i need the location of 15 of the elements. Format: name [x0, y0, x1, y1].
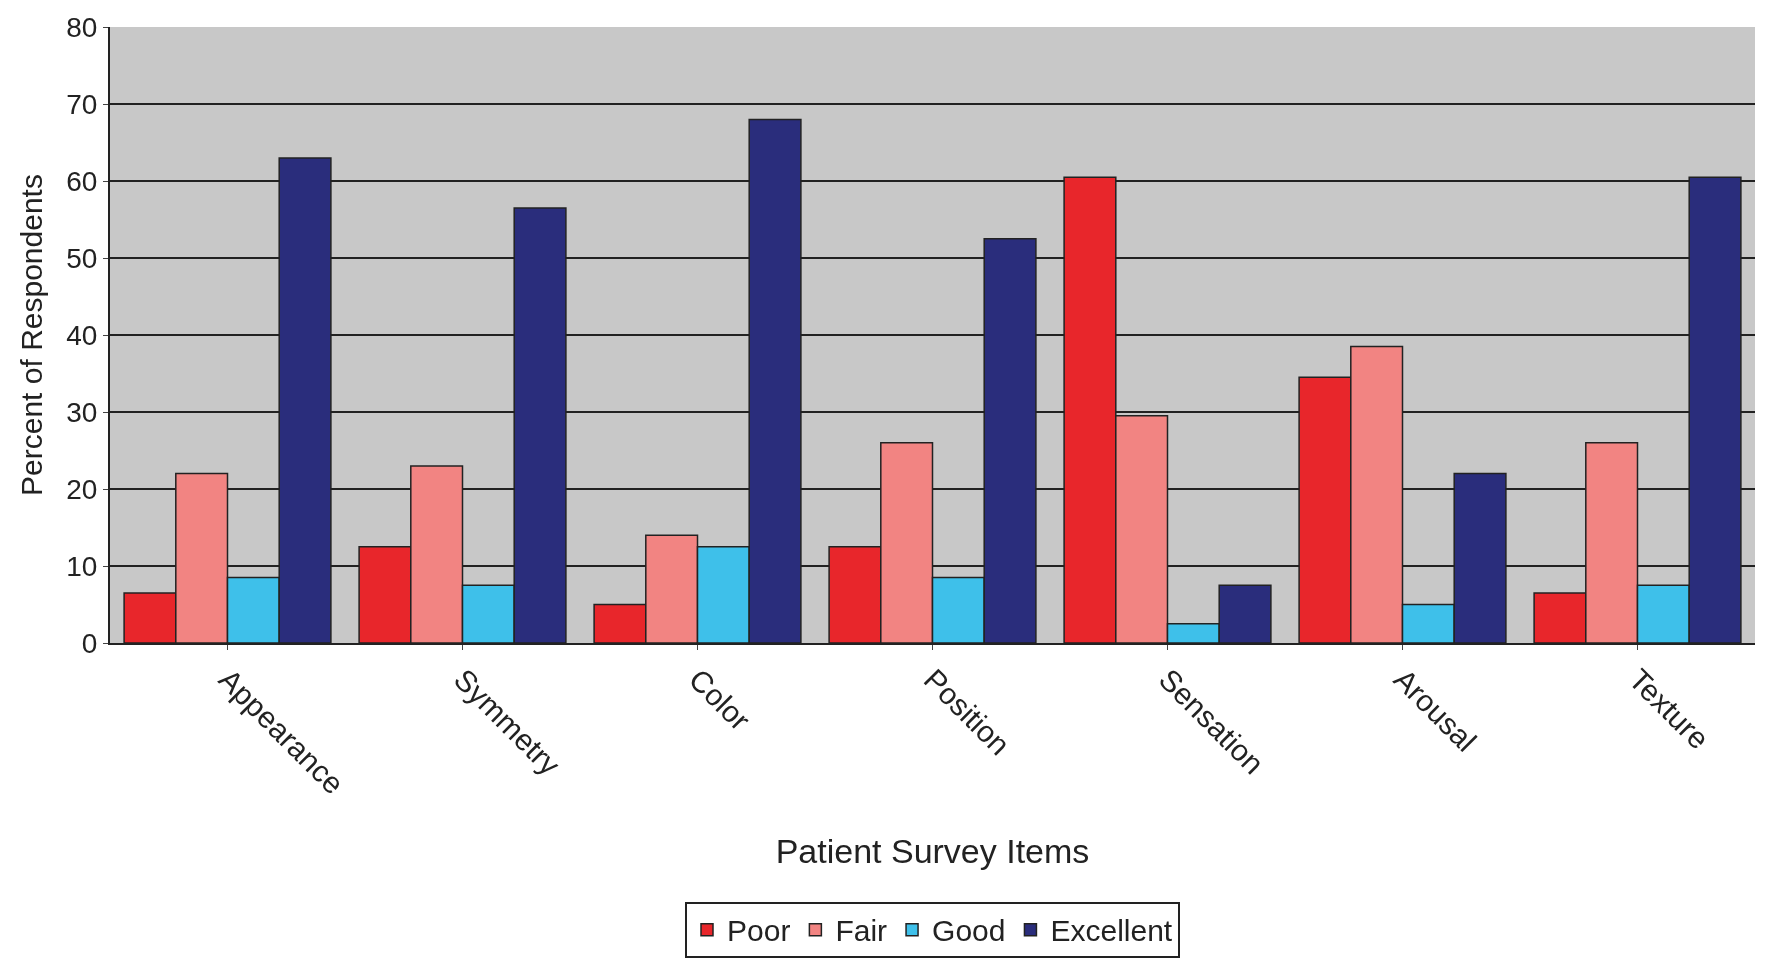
y-tick-label: 70 [66, 88, 98, 120]
y-tick-label: 20 [66, 473, 98, 505]
y-tick-label: 50 [66, 242, 98, 274]
x-axis-title: Patient Survey Items [775, 832, 1090, 871]
y-tick-label: 40 [66, 319, 98, 351]
legend-label: Good [932, 914, 1006, 948]
y-axis-title: Percent of Respondents [14, 174, 48, 496]
y-tick-label: 80 [66, 11, 98, 43]
y-tick-label: 10 [66, 550, 98, 582]
legend-label: Fair [835, 914, 888, 948]
legend-label: Excellent [1050, 914, 1173, 948]
y-tick-label: 60 [66, 165, 98, 197]
y-tick-label: 0 [81, 627, 98, 659]
y-tick-label: 30 [66, 396, 98, 428]
legend-label: Poor [727, 914, 791, 948]
